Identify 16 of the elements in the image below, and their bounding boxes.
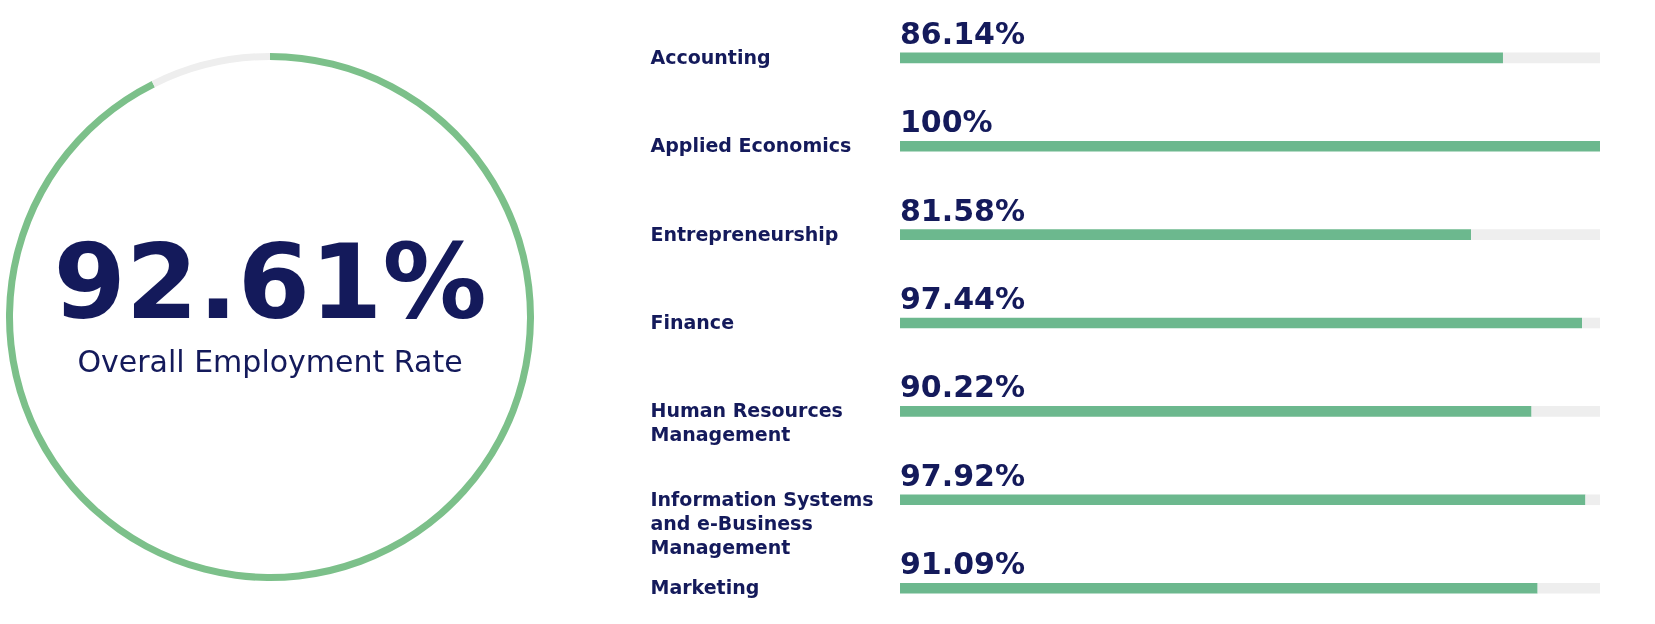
y-tick-label: Entrepreneurship <box>650 222 839 245</box>
data-label: 86.14% <box>900 15 1025 51</box>
y-tick-label: Accounting <box>650 45 771 68</box>
text: Overall Employment Rate <box>77 344 463 379</box>
data-label: 92.61% <box>53 221 487 343</box>
data-label: 81.58% <box>900 192 1025 228</box>
data-label: 91.09% <box>900 546 1025 582</box>
data-label: 97.92% <box>900 457 1025 493</box>
y-tick-label: Marketing <box>650 576 760 599</box>
y-tick-label: Applied Economics <box>650 134 852 157</box>
y-tick-label: Information Systems and e-Business Management <box>650 487 874 558</box>
data-label: 97.44% <box>900 281 1025 316</box>
data-label: 90.22% <box>900 369 1025 405</box>
y-tick-label: Finance <box>650 311 735 333</box>
data-label: 100% <box>900 104 993 140</box>
y-tick-label: Human Resources Management <box>650 399 843 446</box>
